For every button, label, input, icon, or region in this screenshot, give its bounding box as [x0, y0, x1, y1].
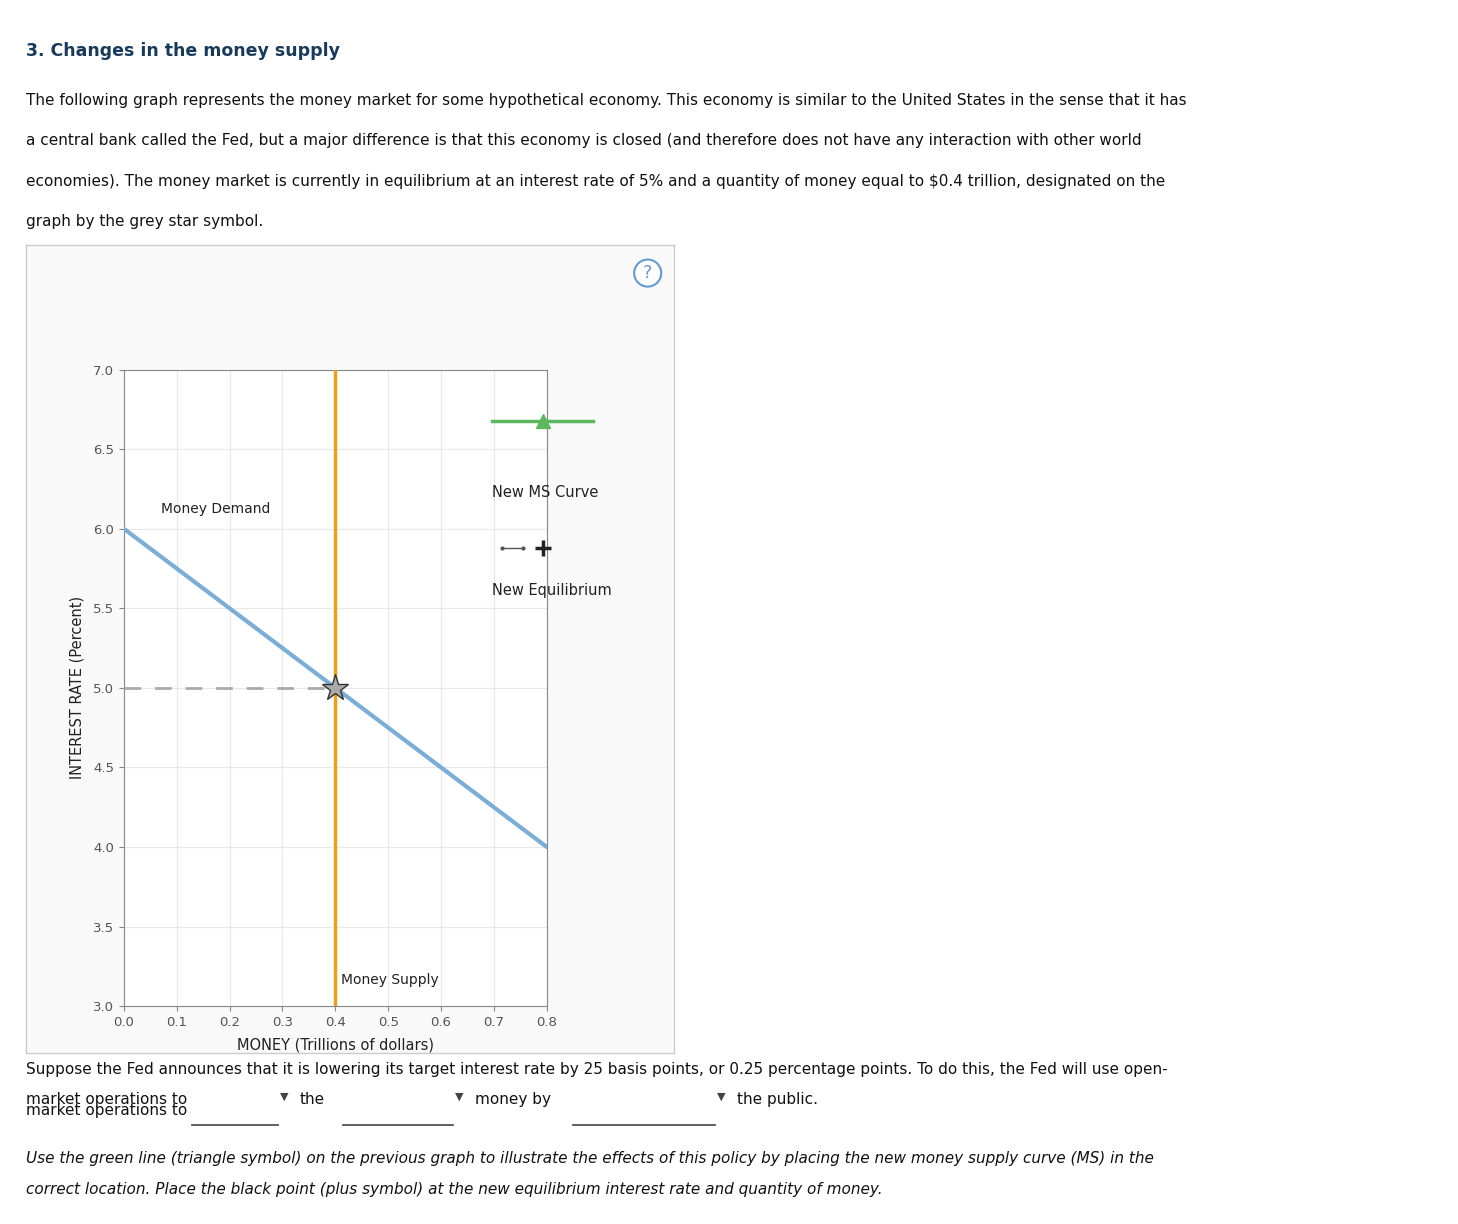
Text: the: the [300, 1092, 325, 1106]
Text: ▼: ▼ [280, 1092, 289, 1102]
Text: money by: money by [475, 1092, 551, 1106]
Text: Suppose the Fed announces that it is lowering its target interest rate by 25 bas: Suppose the Fed announces that it is low… [26, 1062, 1168, 1077]
Text: Use the green line (triangle symbol) on the previous graph to illustrate the eff: Use the green line (triangle symbol) on … [26, 1151, 1155, 1165]
Text: The following graph represents the money market for some hypothetical economy. T: The following graph represents the money… [26, 93, 1187, 108]
Text: 3. Changes in the money supply: 3. Changes in the money supply [26, 42, 340, 60]
Text: New MS Curve: New MS Curve [491, 485, 598, 499]
Text: correct location. Place the black point (plus symbol) at the new equilibrium int: correct location. Place the black point … [26, 1182, 884, 1197]
Text: ▼: ▼ [455, 1092, 464, 1102]
X-axis label: MONEY (Trillions of dollars): MONEY (Trillions of dollars) [236, 1037, 434, 1053]
Text: the public.: the public. [736, 1092, 818, 1106]
Text: graph by the grey star symbol.: graph by the grey star symbol. [26, 214, 264, 229]
Text: ▼: ▼ [717, 1092, 726, 1102]
Y-axis label: INTEREST RATE (Percent): INTEREST RATE (Percent) [70, 596, 85, 780]
Text: market operations to: market operations to [26, 1103, 188, 1118]
Text: Money Supply: Money Supply [341, 973, 439, 987]
Text: a central bank called the Fed, but a major difference is that this economy is cl: a central bank called the Fed, but a maj… [26, 133, 1142, 148]
Text: market operations to: market operations to [26, 1092, 188, 1106]
Text: ?: ? [643, 264, 652, 282]
Text: economies). The money market is currently in equilibrium at an interest rate of : economies). The money market is currentl… [26, 174, 1165, 188]
Text: New Equilibrium: New Equilibrium [491, 583, 612, 597]
Text: Money Demand: Money Demand [160, 502, 270, 517]
